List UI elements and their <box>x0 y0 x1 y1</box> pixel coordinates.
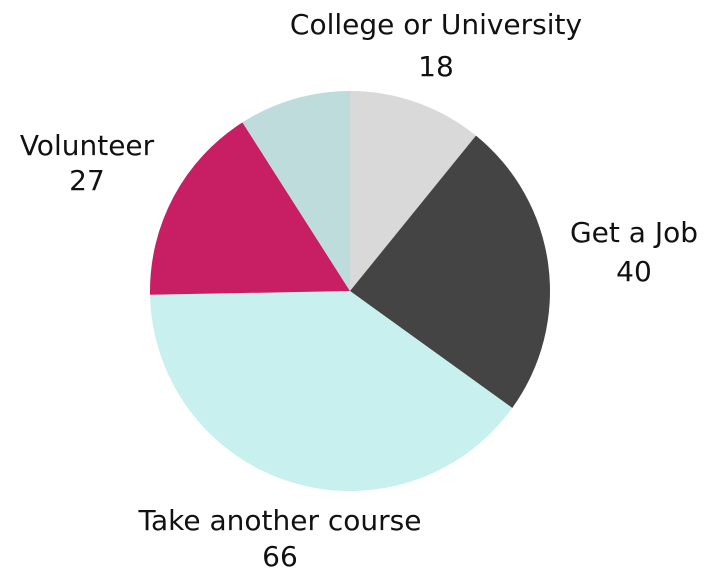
slice-label-college: College or University <box>290 8 582 41</box>
pie-slice-volunteer <box>150 122 350 295</box>
pie-slices <box>150 91 550 491</box>
pie-slice-take-another-course <box>150 291 513 491</box>
slice-value-volunteer: 27 <box>69 164 105 197</box>
pie-labels: College or University 18 Get a Job 40 Ta… <box>20 8 698 571</box>
pie-slice-get-a-job <box>350 135 550 408</box>
slice-value-college: 18 <box>418 50 454 83</box>
pie-slice-unlabeled <box>242 91 350 291</box>
slice-value-take-another-course: 66 <box>262 540 298 571</box>
slice-label-volunteer: Volunteer <box>20 129 155 162</box>
slice-label-take-another-course: Take another course <box>138 504 422 537</box>
slice-value-get-a-job: 40 <box>616 255 652 288</box>
slice-label-get-a-job: Get a Job <box>570 216 698 249</box>
pie-slice-college-or-university <box>350 91 476 291</box>
